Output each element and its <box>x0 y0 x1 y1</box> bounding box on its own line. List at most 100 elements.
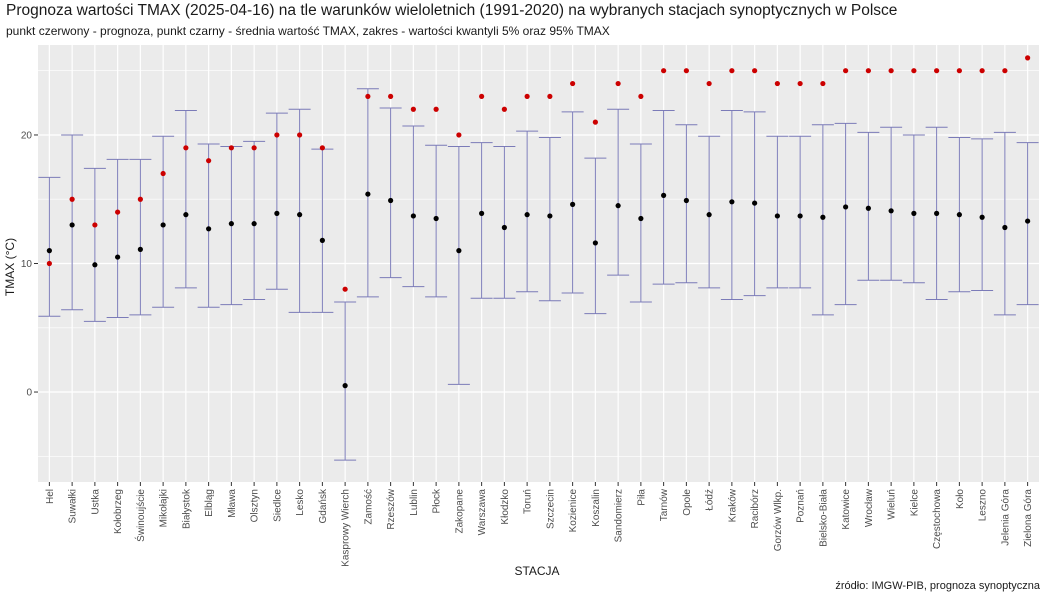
x-tick-label: Gorzów Wlkp. <box>773 489 784 551</box>
mean-point <box>46 248 52 254</box>
x-tick-label: Sandomierz <box>614 489 625 542</box>
station-series <box>83 167 106 322</box>
forecast-point <box>592 119 598 125</box>
station-series <box>197 143 220 308</box>
mean-point <box>92 262 98 268</box>
x-tick-label: Kołobrzeg <box>113 489 124 534</box>
forecast-point <box>979 68 985 74</box>
x-tick-label: Katowice <box>841 489 852 530</box>
y-tick-label: 10 <box>21 259 33 270</box>
forecast-point <box>774 80 780 87</box>
forecast-point <box>46 260 52 267</box>
x-tick-label: Piła <box>636 489 647 506</box>
mean-point <box>752 200 758 206</box>
data-marks <box>38 55 1039 461</box>
mean-point <box>843 204 849 210</box>
station-series <box>652 68 675 285</box>
x-tick-label: Leszno <box>978 489 989 522</box>
x-tick-label: Toruń <box>523 489 534 514</box>
forecast-point <box>729 68 735 74</box>
forecast-point <box>479 93 485 100</box>
station-series <box>516 93 539 293</box>
x-tick-label: Łódź <box>705 489 716 511</box>
station-series <box>561 80 584 294</box>
mean-point <box>865 205 871 211</box>
x-tick-label: Bielsko-Biała <box>818 489 829 547</box>
mean-point <box>1025 218 1031 224</box>
station-series <box>766 80 789 289</box>
forecast-point <box>297 132 303 138</box>
mean-point <box>456 248 462 254</box>
station-series <box>584 119 607 315</box>
station-series <box>288 108 311 313</box>
x-tick-label: Gdańsk <box>318 488 329 523</box>
station-series <box>152 135 175 308</box>
mean-point <box>683 197 689 204</box>
station-series <box>675 68 698 284</box>
x-tick-label: Wrocław <box>864 488 875 527</box>
x-tick-label: Kielce <box>909 489 920 517</box>
y-tick-label: 20 <box>21 130 33 141</box>
x-tick-label: Opole <box>682 489 693 516</box>
x-tick-label: Rzeszów <box>386 488 397 529</box>
forecast-point <box>115 209 121 215</box>
forecast-point <box>638 93 644 100</box>
station-series <box>698 80 721 289</box>
station-series <box>720 68 743 300</box>
mean-point <box>797 213 803 219</box>
mean-point <box>979 214 985 220</box>
station-series <box>311 145 334 313</box>
forecast-point <box>683 68 689 74</box>
forecast-point <box>843 68 849 74</box>
x-tick-label: Kasprowy Wierch <box>341 489 352 567</box>
station-series <box>38 176 61 317</box>
forecast-point <box>433 106 439 112</box>
x-tick-label: Wieluń <box>887 489 898 520</box>
mean-point <box>206 226 212 232</box>
x-tick-label: Mikołajki <box>159 489 170 527</box>
station-series <box>379 93 402 279</box>
x-tick-label: Szczecin <box>545 489 556 529</box>
station-series <box>334 286 357 461</box>
station-series <box>265 112 288 290</box>
mean-point <box>160 222 166 228</box>
y-axis-title: TMAX (°C) <box>3 238 17 296</box>
station-series <box>220 145 243 306</box>
mean-point <box>342 383 348 389</box>
station-series <box>174 110 197 289</box>
forecast-point <box>797 80 803 87</box>
x-tick-label: Ustka <box>90 489 101 515</box>
x-tick-label: Warszawa <box>477 489 488 536</box>
x-tick-label: Suwałki <box>68 489 79 523</box>
mean-point <box>774 213 780 219</box>
x-tick-label: Hel <box>45 489 56 504</box>
x-tick-label: Zamość <box>363 489 374 525</box>
station-series <box>1016 55 1039 306</box>
x-tick-label: Elbląg <box>204 489 215 517</box>
forecast-point <box>388 93 394 100</box>
x-tick-label: Białystok <box>181 488 192 529</box>
station-series <box>902 68 925 284</box>
station-series <box>106 158 129 318</box>
mean-point <box>297 212 303 218</box>
station-series <box>61 134 84 311</box>
forecast-point <box>342 286 348 292</box>
forecast-point <box>365 93 371 100</box>
y-tick-label: 0 <box>26 388 32 399</box>
forecast-point <box>183 145 189 151</box>
station-series <box>629 93 652 303</box>
x-tick-label: Mława <box>227 489 238 518</box>
mean-point <box>319 237 325 243</box>
station-series <box>470 93 493 299</box>
forecast-point <box>1002 68 1008 74</box>
x-tick-label: Zakopane <box>454 489 465 534</box>
mean-point <box>274 210 280 216</box>
x-tick-label: Olsztyn <box>250 489 261 522</box>
mean-point <box>1002 224 1008 231</box>
x-tick-label: Tarnów <box>659 488 670 521</box>
x-tick-label: Jelenia Góra <box>1000 489 1011 546</box>
forecast-point <box>911 68 917 74</box>
station-series <box>925 68 948 300</box>
y-axis: 0 10 20 <box>21 130 38 399</box>
mean-point <box>570 201 576 207</box>
